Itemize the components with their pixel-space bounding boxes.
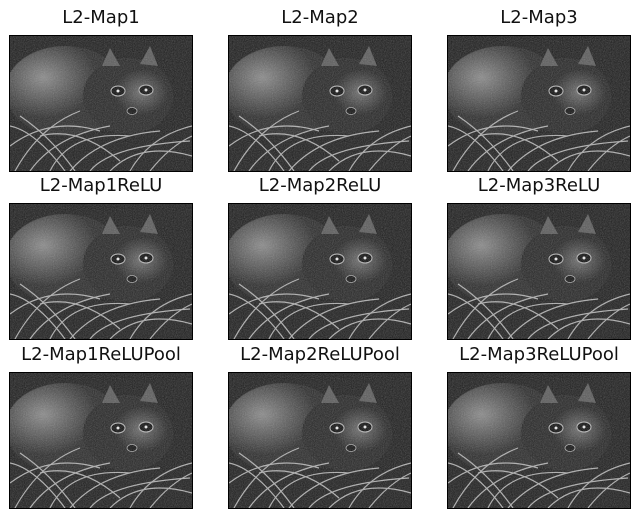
panel-title: L2-Map3ReLUPool	[459, 344, 619, 365]
raccoon-feature-map-image	[9, 372, 193, 509]
panel-title: L2-Map1	[62, 7, 140, 28]
panel-title: L2-Map1ReLUPool	[21, 344, 181, 365]
panel-title: L2-Map3	[500, 7, 578, 28]
panel-title: L2-Map2ReLU	[258, 175, 382, 196]
raccoon-feature-map-image	[228, 372, 412, 509]
raccoon-feature-map-image	[228, 35, 412, 172]
raccoon-feature-map-image	[9, 35, 193, 172]
panel-title: L2-Map3ReLU	[477, 175, 601, 196]
raccoon-feature-map-image	[447, 35, 631, 172]
panel-title: L2-Map1ReLU	[39, 175, 163, 196]
panel-title: L2-Map2	[281, 7, 359, 28]
panel-title: L2-Map2ReLUPool	[240, 344, 400, 365]
raccoon-feature-map-image	[447, 203, 631, 340]
raccoon-feature-map-image	[9, 203, 193, 340]
raccoon-feature-map-image	[228, 203, 412, 340]
raccoon-feature-map-image	[447, 372, 631, 509]
